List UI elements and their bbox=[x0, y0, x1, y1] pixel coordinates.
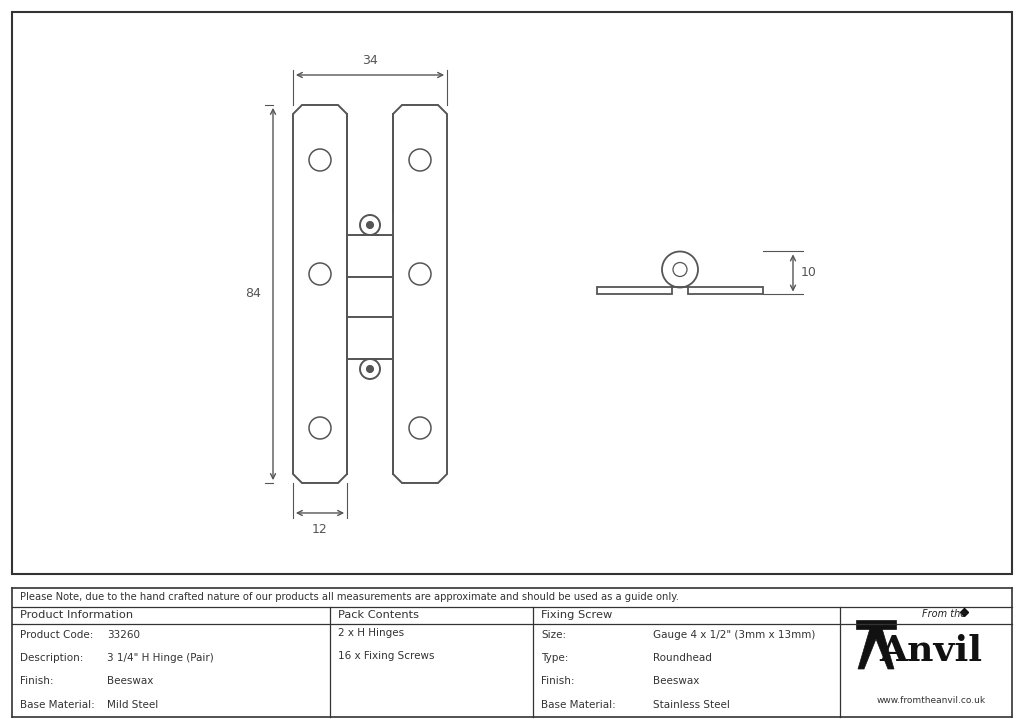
Text: Mild Steel: Mild Steel bbox=[106, 700, 159, 710]
Text: 3 1/4" H Hinge (Pair): 3 1/4" H Hinge (Pair) bbox=[106, 654, 214, 663]
Text: Fixing Screw: Fixing Screw bbox=[541, 610, 612, 620]
Text: Please Note, due to the hand crafted nature of our products all measurements are: Please Note, due to the hand crafted nat… bbox=[20, 592, 679, 603]
Text: 33260: 33260 bbox=[106, 630, 140, 640]
Bar bbox=[856, 620, 896, 629]
Text: 16 x Fixing Screws: 16 x Fixing Screws bbox=[338, 651, 434, 661]
Text: From the: From the bbox=[922, 609, 966, 619]
Text: 2 x H Hinges: 2 x H Hinges bbox=[338, 628, 404, 638]
Text: Anvil: Anvil bbox=[880, 634, 982, 668]
Text: 34: 34 bbox=[362, 54, 378, 67]
Text: 84: 84 bbox=[245, 288, 261, 301]
Text: Description:: Description: bbox=[20, 654, 83, 663]
Text: Type:: Type: bbox=[541, 654, 568, 663]
Text: Gauge 4 x 1/2" (3mm x 13mm): Gauge 4 x 1/2" (3mm x 13mm) bbox=[653, 630, 815, 640]
Text: Base Material:: Base Material: bbox=[541, 700, 615, 710]
Text: Beeswax: Beeswax bbox=[653, 677, 699, 687]
Circle shape bbox=[367, 365, 374, 372]
Text: Product Code:: Product Code: bbox=[20, 630, 93, 640]
Circle shape bbox=[367, 221, 374, 229]
Polygon shape bbox=[858, 625, 894, 669]
Text: Finish:: Finish: bbox=[541, 677, 574, 687]
Text: Base Material:: Base Material: bbox=[20, 700, 95, 710]
Text: Product Information: Product Information bbox=[20, 610, 133, 620]
Text: Roundhead: Roundhead bbox=[653, 654, 712, 663]
Text: 10: 10 bbox=[801, 267, 817, 280]
Text: www.fromtheanvil.co.uk: www.fromtheanvil.co.uk bbox=[877, 697, 985, 705]
Text: Size:: Size: bbox=[541, 630, 566, 640]
Text: Beeswax: Beeswax bbox=[106, 677, 154, 687]
Text: Stainless Steel: Stainless Steel bbox=[653, 700, 730, 710]
Text: Pack Contents: Pack Contents bbox=[338, 610, 419, 620]
Bar bbox=[688, 288, 763, 295]
Text: Finish:: Finish: bbox=[20, 677, 53, 687]
Text: 12: 12 bbox=[312, 523, 328, 536]
Bar bbox=[597, 288, 672, 295]
